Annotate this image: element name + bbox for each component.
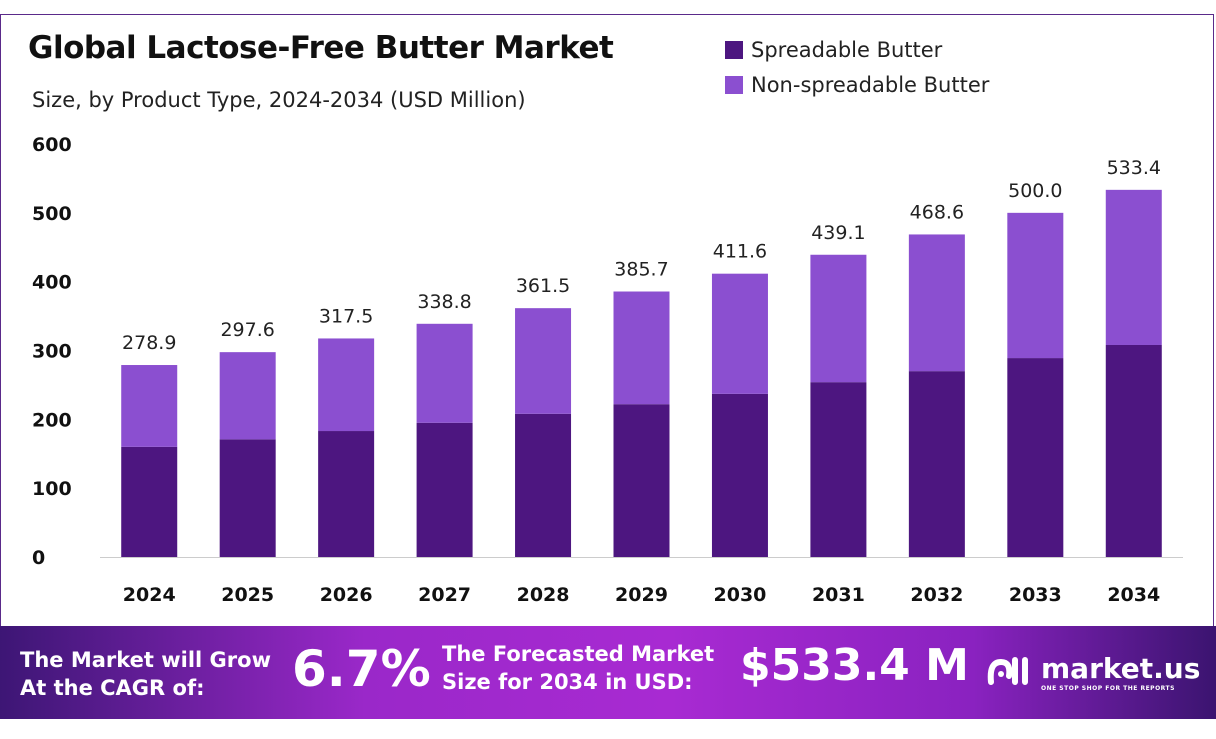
forecast-label: The Forecasted Market Size for 2034 in US… [442,640,714,696]
total-label: 297.6 [220,319,274,341]
cagr-label: The Market will Grow At the CAGR of: [20,646,271,702]
x-tick-label: 2029 [615,584,668,606]
total-label: 385.7 [614,259,668,281]
bar-non-spreadable-2025 [219,352,276,440]
bar-non-spreadable-2032 [908,234,965,372]
bar-spreadable-2024 [121,446,178,557]
bar-spreadable-2033 [1007,358,1064,557]
y-tick-label: 500 [32,203,72,225]
x-tick-label: 2034 [1107,584,1160,606]
bar-non-spreadable-2034 [1105,189,1162,345]
bar-non-spreadable-2030 [711,273,768,394]
x-tick-label: 2033 [1009,584,1062,606]
bar-spreadable-2028 [515,413,572,557]
legend: Spreadable Butter Non-spreadable Butter [725,32,989,102]
x-tick-label: 2024 [123,584,176,606]
bar-non-spreadable-2027 [416,323,473,423]
forecast-label-line: The Forecasted Market [442,642,715,666]
total-label: 468.6 [910,201,964,223]
cagr-value: 6.7% [292,640,431,698]
total-label: 533.4 [1107,157,1161,179]
legend-swatch [725,40,743,59]
total-label: 338.8 [417,291,471,313]
chart-subtitle: Size, by Product Type, 2024-2034 (USD Mi… [32,88,526,112]
bar-spreadable-2026 [318,431,375,557]
logo-icon [987,657,1028,685]
total-label: 278.9 [122,332,176,354]
total-label: 500.0 [1008,180,1062,202]
bar-non-spreadable-2029 [613,291,670,405]
y-tick-label: 300 [32,341,72,363]
bar-non-spreadable-2031 [810,254,867,383]
bar-spreadable-2029 [613,404,670,557]
footer-banner: The Market will Grow At the CAGR of: 6.7%… [0,626,1216,719]
x-tick-label: 2032 [910,584,963,606]
bar-spreadable-2025 [219,439,276,557]
y-tick-label: 100 [32,478,72,500]
logo-name: market.us [1041,652,1201,685]
logo-tagline: ONE STOP SHOP FOR THE REPORTS [1041,685,1175,692]
total-label: 411.6 [713,241,767,263]
total-label: 361.5 [516,275,570,297]
chart-title: Global Lactose-Free Butter Market [28,30,614,66]
forecast-label-line: Size for 2034 in USD: [442,670,693,694]
legend-item-non-spreadable: Non-spreadable Butter [725,67,989,102]
legend-label: Spreadable Butter [751,37,943,62]
x-tick-label: 2031 [812,584,865,606]
bar-non-spreadable-2026 [318,338,375,432]
y-tick-label: 400 [32,272,72,294]
legend-item-spreadable: Spreadable Butter [725,32,989,67]
x-tick-label: 2027 [418,584,471,606]
bar-spreadable-2032 [908,371,965,557]
y-tick-label: 0 [32,547,45,569]
y-tick-label: 600 [32,134,72,156]
bar-spreadable-2031 [810,382,867,557]
legend-label: Non-spreadable Butter [751,72,990,97]
bar-non-spreadable-2024 [121,365,178,447]
x-tick-label: 2026 [320,584,373,606]
bar-non-spreadable-2028 [515,308,572,414]
legend-swatch [725,75,743,94]
total-label: 439.1 [811,222,865,244]
bar-chart: 0 100 200 300 400 500 600 278.9 2024 297.6 2025 317… [32,134,1183,606]
bar-non-spreadable-2033 [1007,212,1064,359]
cagr-label-line: The Market will Grow [20,648,271,672]
x-tick-label: 2028 [517,584,570,606]
total-label: 317.5 [319,305,373,327]
bar-spreadable-2034 [1105,344,1162,557]
bar-spreadable-2030 [711,393,768,557]
market-us-logo: market.us ONE STOP SHOP FOR THE REPORTS [985,652,1200,692]
forecast-value: $533.4 M [740,640,969,691]
y-tick-label: 200 [32,409,72,431]
cagr-label-line: At the CAGR of: [20,676,205,700]
x-tick-label: 2025 [221,584,274,606]
x-tick-label: 2030 [714,584,767,606]
bar-spreadable-2027 [416,422,473,557]
